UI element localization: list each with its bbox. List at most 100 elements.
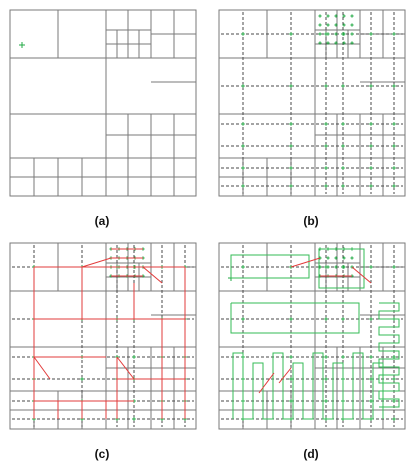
panel-border [218, 242, 406, 430]
cell-center-node [392, 32, 396, 36]
cell-center-node [289, 122, 293, 126]
cell-center-node [341, 84, 345, 88]
cell-center-node [369, 184, 373, 188]
cell-center-node [324, 122, 328, 126]
cell-center-node [324, 184, 328, 188]
red-edge [258, 372, 275, 394]
cluster-node [342, 265, 346, 269]
panel-b [218, 9, 406, 197]
panel-label-b: (b) [303, 214, 319, 228]
cluster-node [318, 41, 322, 45]
cluster-node [326, 23, 330, 27]
cell-center-node [241, 144, 245, 148]
start-node [19, 42, 25, 48]
cell-center-node [324, 317, 328, 321]
red-edges [258, 257, 372, 394]
cell-center-node [392, 122, 396, 126]
cluster-node [334, 23, 338, 27]
cell-center-node [241, 122, 245, 126]
red-edge [81, 257, 112, 268]
cluster-node [350, 256, 354, 260]
cell-center-node [369, 32, 373, 36]
panel-label-a: (a) [94, 214, 110, 228]
cluster-node [334, 14, 338, 18]
green-loop-route [230, 302, 360, 334]
cell-center-node [289, 317, 293, 321]
cell-center-node [369, 265, 373, 269]
cluster-node [326, 41, 330, 45]
cluster-node [318, 23, 322, 27]
cluster-node [334, 41, 338, 45]
cell-center-node [289, 355, 293, 359]
cell-center-node [324, 399, 328, 403]
cluster-node [334, 265, 338, 269]
cluster-node [342, 23, 346, 27]
grid-d [218, 242, 406, 430]
dashed-dual-grid [221, 12, 403, 194]
cell-center-node [289, 144, 293, 148]
cluster-node [326, 32, 330, 36]
green-cluster-route [318, 248, 365, 289]
cluster-node [350, 14, 354, 18]
cell-center-node [241, 166, 245, 170]
red-edge [116, 356, 135, 380]
red-edge [142, 266, 163, 284]
grid-a [9, 9, 197, 197]
cell-center-node [324, 144, 328, 148]
cluster-node [326, 265, 330, 269]
cell-center-node [369, 399, 373, 403]
cell-center-node [369, 166, 373, 170]
cluster-node [342, 41, 346, 45]
cell-center-node [369, 144, 373, 148]
cell-center-node [392, 166, 396, 170]
cell-center-node [289, 377, 293, 381]
cell-center-node [324, 166, 328, 170]
cell-center-node [392, 144, 396, 148]
cell-center-node [241, 32, 245, 36]
cell-center-node [369, 377, 373, 381]
cell-center-node [392, 377, 396, 381]
cell-center-node [341, 166, 345, 170]
cell-center-node [341, 122, 345, 126]
cell-center-node [241, 317, 245, 321]
dashed-dual-grid [221, 245, 403, 427]
cluster-node [342, 32, 346, 36]
cluster-node [350, 32, 354, 36]
cell-center-node [289, 166, 293, 170]
panel-label-c: (c) [94, 447, 110, 461]
cluster-node [334, 32, 338, 36]
cluster-node [318, 14, 322, 18]
green-routes [230, 248, 400, 420]
cluster-node [326, 256, 330, 260]
cell-center-node [369, 122, 373, 126]
cell-center-node [392, 184, 396, 188]
cell-center-node [341, 355, 345, 359]
red-edge [351, 266, 372, 284]
cell-center-node [392, 84, 396, 88]
cell-center-node [132, 355, 136, 359]
cell-center-node [241, 84, 245, 88]
cell-center-node [392, 355, 396, 359]
panel-label-d: (d) [303, 447, 319, 461]
cell-center-node [241, 184, 245, 188]
cell-center-node [289, 399, 293, 403]
cell-center-node [289, 184, 293, 188]
cell-center-node [324, 377, 328, 381]
green-loop-route [230, 254, 310, 279]
cluster-node [350, 23, 354, 27]
cell-center-node [341, 144, 345, 148]
cell-center-node [241, 265, 245, 269]
red-edge [278, 367, 292, 384]
cell-center-node [132, 417, 136, 421]
cell-center-node [324, 84, 328, 88]
panel-border [218, 9, 406, 197]
cluster-node [342, 14, 346, 18]
cluster-node [318, 32, 322, 36]
red-edge [290, 257, 321, 268]
panel-c [9, 242, 197, 430]
panel-border [9, 242, 197, 430]
cluster-node [342, 256, 346, 260]
cell-center-node [392, 417, 396, 421]
red-edges [33, 248, 186, 419]
